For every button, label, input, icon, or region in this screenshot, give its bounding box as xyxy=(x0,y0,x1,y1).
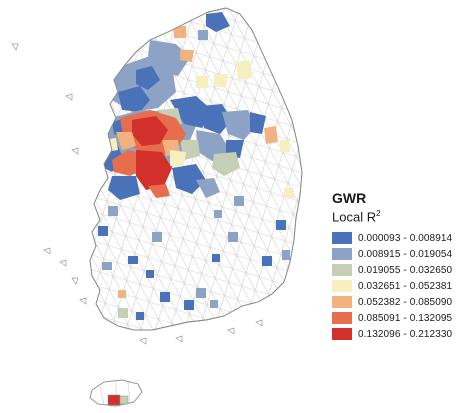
legend-classes: 0.000093 - 0.008914 0.008915 - 0.019054 … xyxy=(332,231,474,341)
legend-swatch xyxy=(332,248,352,261)
legend-class-label: 0.000093 - 0.008914 xyxy=(358,232,453,244)
legend-swatch xyxy=(332,264,352,277)
legend-swatch xyxy=(332,232,352,245)
islands xyxy=(11,43,263,345)
legend-subtitle-text: Local R xyxy=(332,209,377,225)
legend-swatch xyxy=(332,296,352,309)
map-legend: GWR Local R2 0.000093 - 0.008914 0.00891… xyxy=(332,190,474,343)
legend-class: 0.000093 - 0.008914 xyxy=(332,231,474,245)
legend-class: 0.085091 - 0.132095 xyxy=(332,311,474,325)
legend-class: 0.132096 - 0.212330 xyxy=(332,327,474,341)
legend-swatch xyxy=(332,328,352,341)
choropleth-patches xyxy=(98,12,294,320)
legend-subtitle-superscript: 2 xyxy=(376,209,381,218)
legend-class-label: 0.032651 - 0.052381 xyxy=(358,280,453,292)
legend-subtitle: Local R2 xyxy=(332,206,474,225)
legend-class: 0.008915 - 0.019054 xyxy=(332,247,474,261)
legend-class-label: 0.132096 - 0.212330 xyxy=(358,328,453,340)
legend-class: 0.032651 - 0.052381 xyxy=(332,279,474,293)
legend-swatch xyxy=(332,312,352,325)
legend-class-label: 0.008915 - 0.019054 xyxy=(358,248,453,260)
legend-class: 0.019055 - 0.032650 xyxy=(332,263,474,277)
legend-title: GWR xyxy=(332,190,367,206)
mainland-outline xyxy=(89,7,303,331)
legend-class-label: 0.052382 - 0.085090 xyxy=(358,296,453,308)
jeju-island xyxy=(89,379,143,407)
legend-swatch xyxy=(332,280,352,293)
legend-class: 0.052382 - 0.085090 xyxy=(332,295,474,309)
legend-class-label: 0.085091 - 0.132095 xyxy=(358,312,453,324)
legend-class-label: 0.019055 - 0.032650 xyxy=(358,264,453,276)
